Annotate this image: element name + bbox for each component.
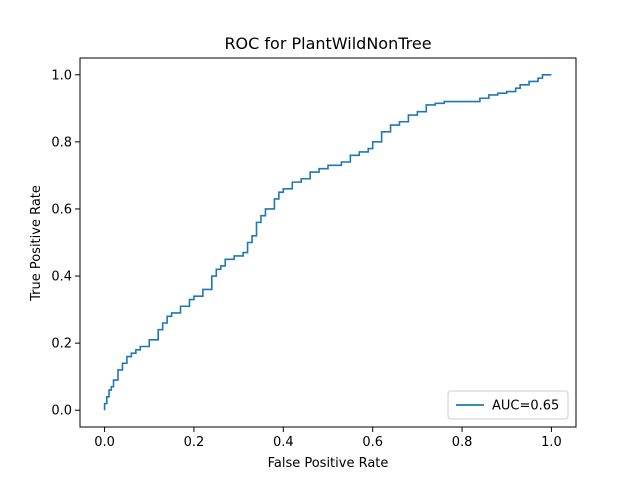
legend: AUC=0.65 (447, 390, 569, 420)
y-tick-label: 1.0 (51, 68, 72, 83)
x-tick-label: 0.6 (362, 435, 383, 450)
roc-curve-line (103, 73, 552, 411)
y-tick-label: 0.6 (51, 202, 72, 217)
x-axis-ticks: 0.0 0.2 0.4 0.6 0.8 1.0 (94, 427, 562, 450)
y-axis-ticks: 0.0 0.2 0.4 0.6 0.8 1.0 (51, 68, 80, 419)
y-tick-label: 0.8 (51, 135, 72, 150)
y-tick-label: 0.4 (51, 270, 72, 285)
x-tick-label: 0.2 (184, 435, 205, 450)
x-tick-label: 0.8 (452, 435, 473, 450)
y-tick-label: 0.0 (51, 404, 72, 419)
x-axis-label: False Positive Rate (268, 456, 389, 471)
legend-box (447, 390, 569, 420)
plot-area (103, 73, 552, 411)
legend-label: AUC=0.65 (492, 399, 559, 414)
x-tick-label: 1.0 (541, 435, 562, 450)
axes-frame (79, 57, 577, 428)
y-tick-label: 0.2 (51, 337, 72, 352)
y-axis-label: True Positive Rate (29, 185, 44, 302)
chart-title: ROC for PlantWildNonTree (224, 34, 431, 53)
x-tick-label: 0.4 (273, 435, 294, 450)
x-tick-label: 0.0 (94, 435, 115, 450)
